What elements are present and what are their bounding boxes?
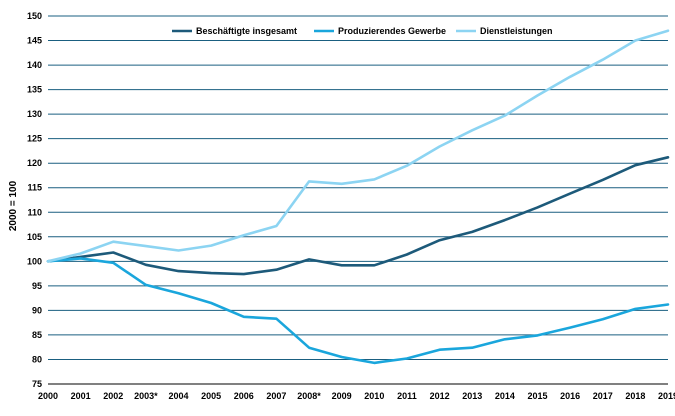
y-tick-label: 115 — [27, 183, 42, 193]
x-tick-label: 2010 — [364, 391, 384, 401]
x-tick-label: 2005 — [201, 391, 221, 401]
x-tick-label: 2017 — [593, 391, 613, 401]
y-tick-label: 100 — [27, 256, 42, 266]
x-tick-label: 2002 — [103, 391, 123, 401]
x-tick-label: 2014 — [495, 391, 515, 401]
x-tick-label: 2019 — [658, 391, 675, 401]
y-tick-label: 110 — [27, 207, 42, 217]
series-line — [46, 29, 670, 263]
y-tick-label: 135 — [27, 85, 42, 95]
y-tick-label: 105 — [27, 232, 42, 242]
y-tick-label: 75 — [32, 379, 42, 389]
x-tick-label: 2001 — [71, 391, 91, 401]
x-tick-label: 2004 — [169, 391, 189, 401]
y-tick-label: 80 — [32, 354, 42, 364]
x-tick-label: 2003* — [134, 391, 158, 401]
y-tick-label: 120 — [27, 158, 42, 168]
series-line — [46, 156, 670, 276]
x-tick-label: 2013 — [462, 391, 482, 401]
x-tick-label: 2000 — [38, 391, 58, 401]
x-tick-label: 2009 — [332, 391, 352, 401]
x-tick-label: 2007 — [266, 391, 286, 401]
y-tick-label: 140 — [27, 60, 42, 70]
legend: Beschäftigte insgesamt Produzierendes Gew… — [172, 26, 553, 36]
legend-label: Beschäftigte insgesamt — [196, 26, 297, 36]
x-tick-label: 2016 — [560, 391, 580, 401]
y-axis-label: 2000 = 100 — [8, 180, 19, 231]
y-tick-label: 90 — [32, 305, 42, 315]
x-tick-label: 2011 — [397, 391, 417, 401]
series-lines — [46, 29, 670, 365]
x-tick-labels: 2000 2001 2002 2003* 2004 2005 2006 2007 2008* 20… — [38, 391, 675, 401]
y-tick-label: 95 — [32, 281, 42, 291]
y-tick-label: 145 — [27, 36, 42, 46]
x-tick-label: 2018 — [625, 391, 645, 401]
x-tick-label: 2015 — [527, 391, 547, 401]
legend-label: Dienstleistungen — [480, 26, 553, 36]
y-tick-label: 130 — [27, 109, 42, 119]
legend-label: Produzierendes Gewerbe — [338, 26, 446, 36]
y-tick-labels: 75 80 85 90 95 100 105 110 115 120 125 130 135 140 145… — [27, 11, 42, 389]
gridlines — [48, 15, 668, 385]
x-tick-label: 2006 — [234, 391, 254, 401]
y-tick-label: 150 — [27, 11, 42, 21]
x-tick-label: 2008* — [297, 391, 321, 401]
series-line — [46, 257, 670, 365]
y-tick-label: 85 — [32, 330, 42, 340]
y-tick-label: 125 — [27, 134, 42, 144]
x-tick-label: 2012 — [430, 391, 450, 401]
